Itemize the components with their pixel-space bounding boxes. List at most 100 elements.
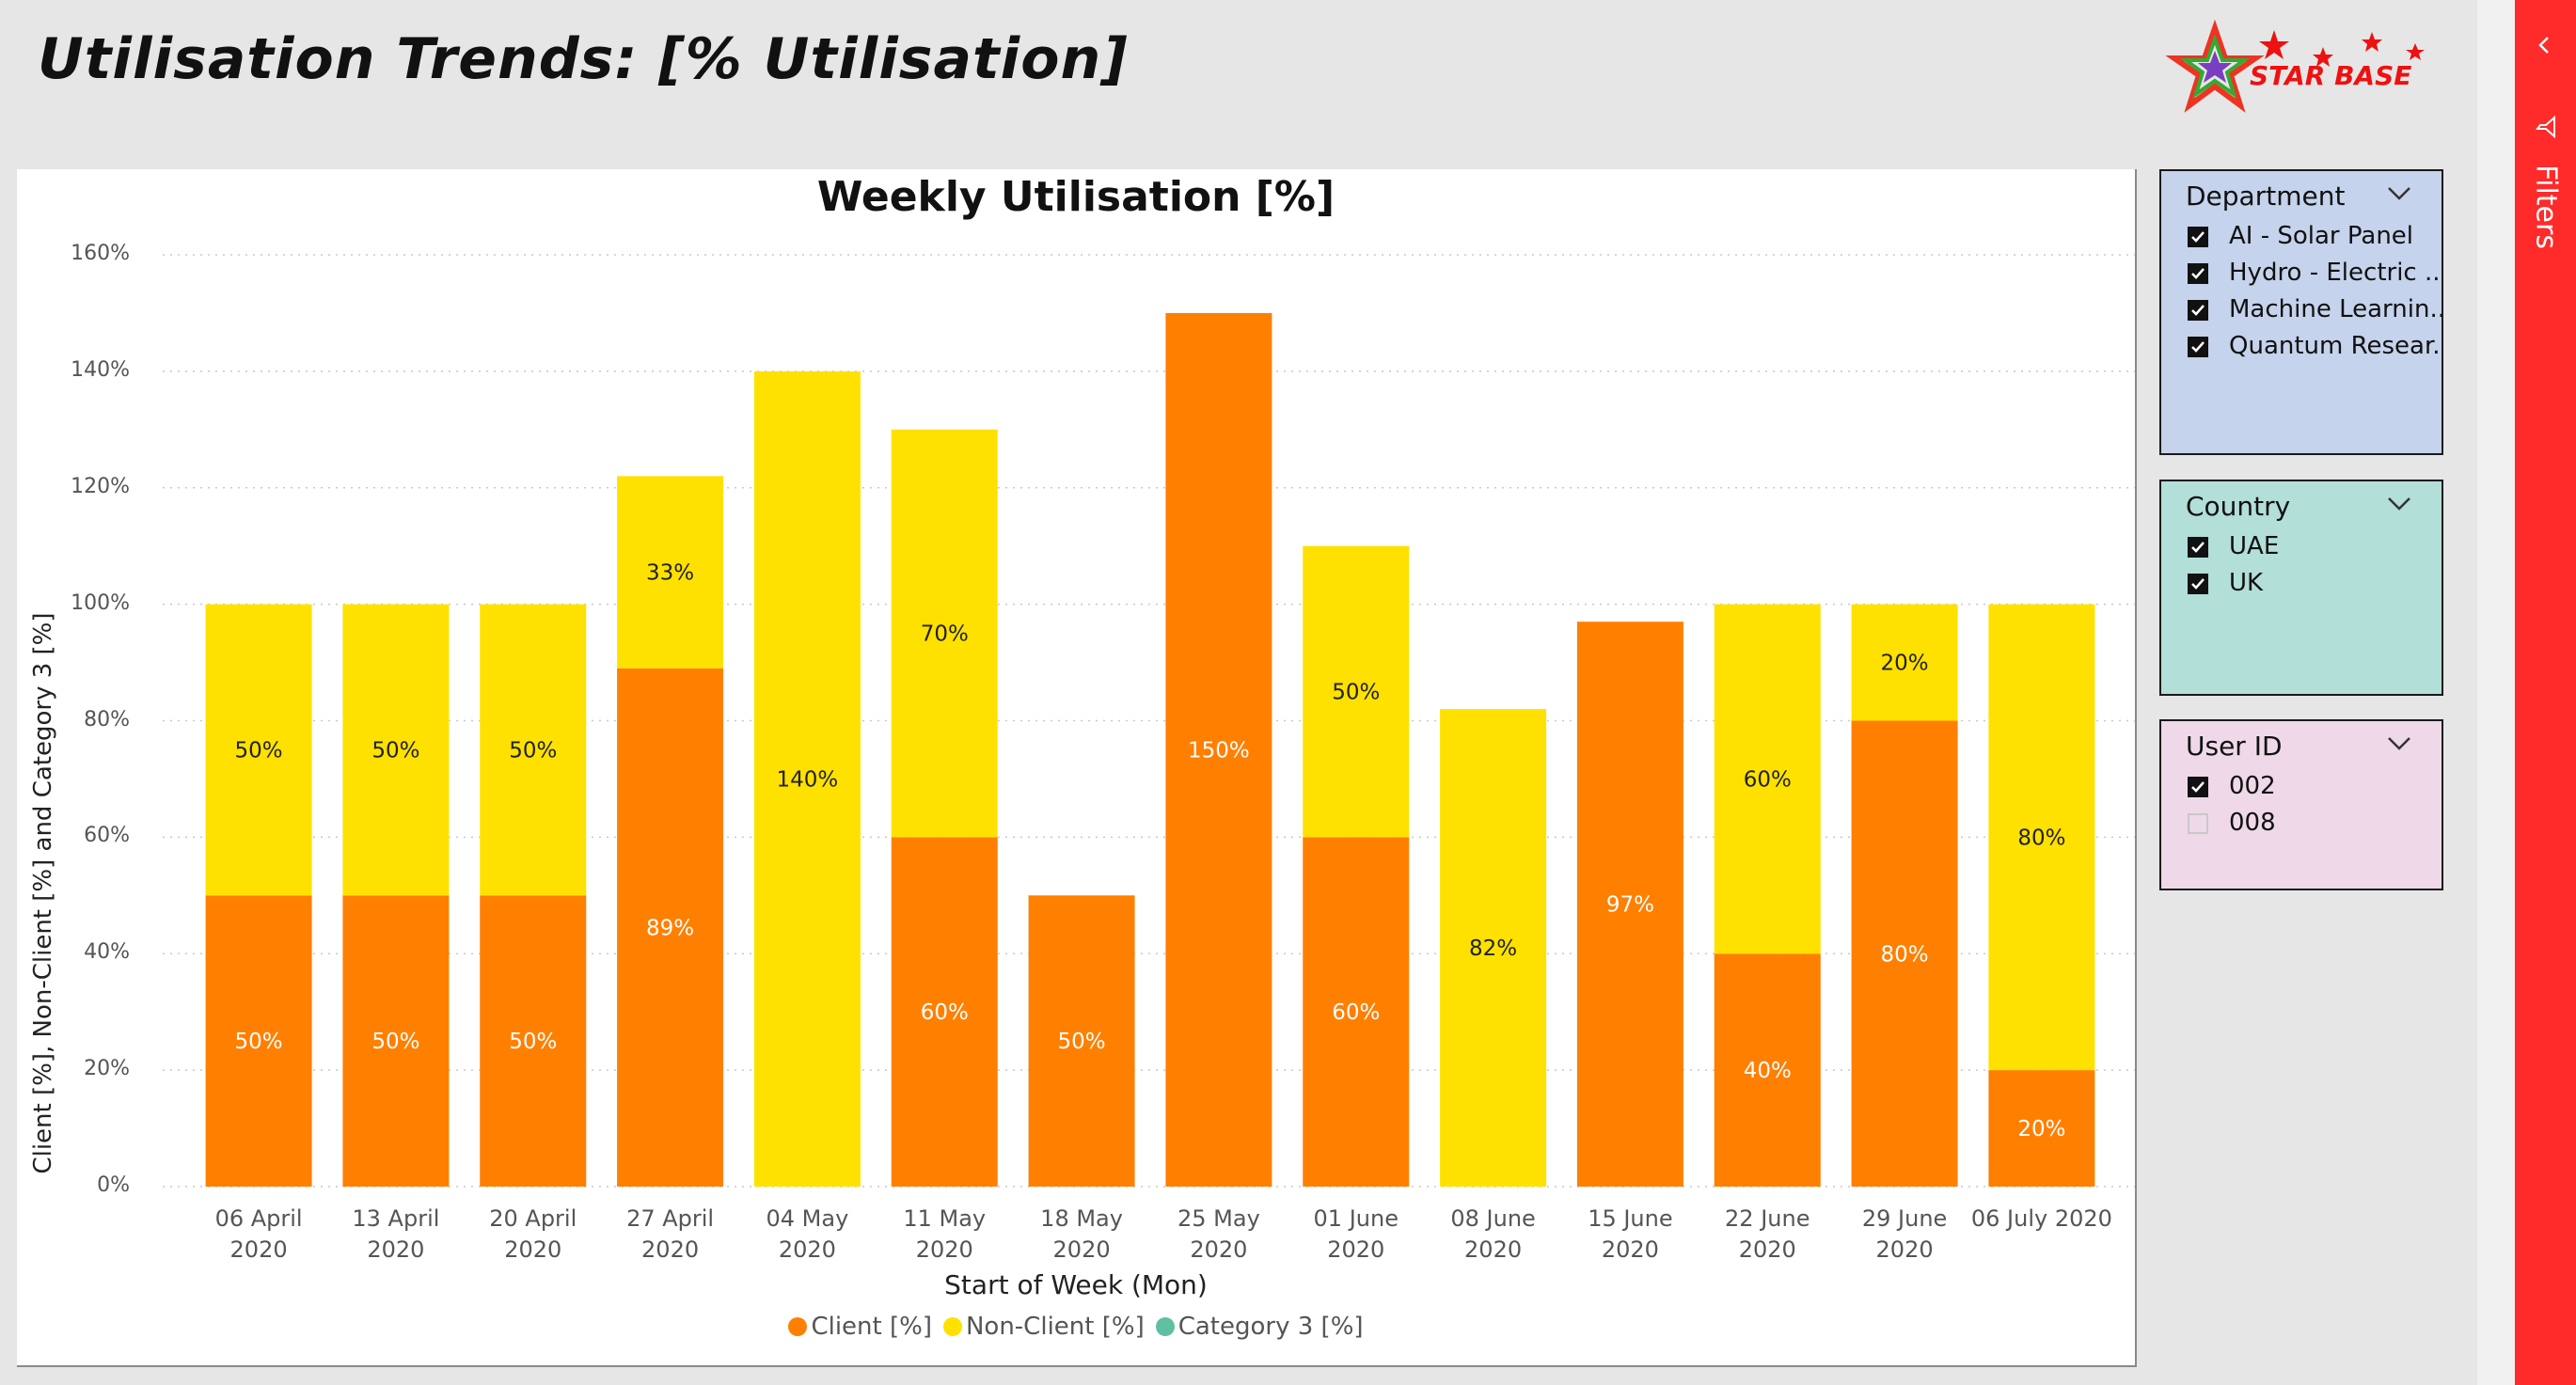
legend-item-non-client[interactable]: Non-Client [%]: [942, 1313, 1145, 1341]
x-tick-label: 25 May 2020: [1144, 1204, 1294, 1266]
data-label: 82%: [1469, 936, 1517, 961]
bar-segment[interactable]: [342, 604, 450, 896]
user-id-slicer-header[interactable]: User ID: [2161, 721, 2442, 768]
x-tick-line: 2020: [1190, 1236, 1248, 1263]
x-tick-label: 15 June 2020: [1555, 1204, 1705, 1266]
legend-label: Non-Client [%]: [965, 1313, 1145, 1341]
user-id-option[interactable]: 002: [2161, 768, 2442, 805]
option-label: 008: [2229, 809, 2276, 837]
x-tick-line: 2020: [1052, 1236, 1111, 1263]
bar-segment[interactable]: [1851, 604, 1958, 721]
bar-segment[interactable]: [891, 429, 998, 838]
option-label: Quantum Resear...: [2229, 332, 2442, 360]
data-label: 50%: [509, 738, 557, 763]
chart-title: Weekly Utilisation [%]: [816, 173, 1335, 221]
bar-segment[interactable]: [342, 895, 450, 1187]
x-tick-label: 11 May 2020: [869, 1204, 1019, 1266]
bar-segment[interactable]: [480, 895, 587, 1187]
legend-item-category-3[interactable]: Category 3 [%]: [1155, 1313, 1364, 1341]
bar-segment[interactable]: [1988, 1070, 2095, 1187]
bar-segment[interactable]: [1165, 312, 1272, 1187]
data-label: 50%: [1058, 1030, 1106, 1054]
x-tick-line: 06 July 2020: [1970, 1205, 2112, 1232]
option-label: Hydro - Electric ...: [2229, 259, 2442, 287]
bar-segment[interactable]: [1851, 720, 1958, 1188]
user-id-option[interactable]: 008: [2161, 805, 2442, 842]
slicer-title: User ID: [2186, 731, 2283, 762]
y-tick-label: 120%: [71, 474, 130, 498]
checkbox-checked-icon[interactable]: [2188, 227, 2208, 247]
bar-segment[interactable]: [1576, 622, 1683, 1187]
checkbox-checked-icon[interactable]: [2188, 300, 2208, 321]
bar-segment[interactable]: [1714, 604, 1821, 954]
department-slicer[interactable]: Department AI - Solar Panel Hydro - Elec…: [2159, 169, 2443, 455]
checkbox-checked-icon[interactable]: [2188, 537, 2208, 558]
x-tick-label: 06 April 2020: [183, 1204, 334, 1266]
legend-label: Category 3 [%]: [1177, 1313, 1364, 1341]
data-label: 80%: [1881, 942, 1929, 967]
country-slicer-header[interactable]: Country: [2161, 481, 2442, 528]
weekly-utilisation-chart[interactable]: Weekly Utilisation [%] 0% 20% 40% 60% 80% 100…: [17, 169, 2137, 1367]
country-slicer[interactable]: Country UAE UK: [2159, 480, 2443, 696]
chevron-down-icon[interactable]: [2387, 736, 2411, 751]
data-label: 97%: [1606, 893, 1654, 918]
bar-segment[interactable]: [205, 604, 312, 896]
x-tick-label: 20 April 2020: [458, 1204, 608, 1266]
bar-segment[interactable]: [1440, 709, 1547, 1187]
data-label: 50%: [235, 1030, 283, 1054]
department-option[interactable]: Hydro - Electric ...: [2161, 255, 2442, 291]
bar-segment[interactable]: [617, 476, 724, 669]
bar-segment[interactable]: [617, 668, 724, 1187]
user-id-slicer[interactable]: User ID 002 008: [2159, 719, 2443, 890]
x-tick-line: 2020: [1875, 1236, 1934, 1263]
data-label: 140%: [777, 767, 839, 792]
country-option[interactable]: UAE: [2161, 528, 2442, 565]
data-label: 50%: [371, 1030, 419, 1054]
bar-segment[interactable]: [891, 837, 998, 1187]
funnel-icon[interactable]: [2534, 115, 2558, 139]
bar-segment[interactable]: [1714, 953, 1821, 1187]
bar-segment[interactable]: [1988, 604, 2095, 1071]
chevron-left-icon[interactable]: [2534, 34, 2556, 56]
chart-legend: Client [%] Non-Client [%] Category 3 [%]: [17, 1313, 2135, 1341]
checkbox-checked-icon[interactable]: [2188, 574, 2208, 594]
x-tick-line: 2020: [1601, 1236, 1659, 1263]
y-tick-label: 160%: [71, 242, 130, 265]
chevron-down-icon[interactable]: [2387, 496, 2411, 512]
bar-segment[interactable]: [1303, 545, 1410, 838]
data-label: 150%: [1188, 738, 1250, 763]
x-tick-line: 27 April: [626, 1205, 715, 1232]
x-tick-label: 04 May 2020: [732, 1204, 882, 1266]
pane-divider: [2477, 0, 2515, 1385]
checkbox-checked-icon[interactable]: [2188, 777, 2208, 797]
filters-label[interactable]: Filters: [2529, 165, 2563, 249]
bar-segment[interactable]: [480, 604, 587, 896]
bar-segment[interactable]: [205, 895, 312, 1187]
x-tick-line: 25 May: [1177, 1205, 1260, 1232]
legend-item-client[interactable]: Client [%]: [788, 1313, 932, 1341]
department-option[interactable]: Machine Learnin...: [2161, 291, 2442, 328]
x-tick-line: 06 April: [214, 1205, 303, 1232]
x-tick-line: 04 May: [766, 1205, 849, 1232]
x-tick-label: 06 July 2020: [1967, 1204, 2117, 1235]
checkbox-unchecked-icon[interactable]: [2188, 813, 2208, 834]
filters-pane[interactable]: Filters: [2515, 0, 2576, 1385]
bar-segment[interactable]: [753, 370, 861, 1187]
x-tick-line: 2020: [1464, 1236, 1523, 1263]
x-tick-label: 22 June 2020: [1692, 1204, 1842, 1266]
checkbox-checked-icon[interactable]: [2188, 263, 2208, 284]
bar-segment[interactable]: [1303, 837, 1410, 1187]
x-tick-label: 08 June 2020: [1418, 1204, 1569, 1266]
department-option[interactable]: AI - Solar Panel: [2161, 218, 2442, 255]
data-label: 40%: [1744, 1059, 1792, 1083]
y-tick-label: 20%: [84, 1057, 130, 1081]
x-tick-line: 2020: [367, 1236, 425, 1263]
checkbox-checked-icon[interactable]: [2188, 337, 2208, 357]
bar-segment[interactable]: [1028, 895, 1135, 1187]
country-option[interactable]: UK: [2161, 565, 2442, 602]
department-option[interactable]: Quantum Resear...: [2161, 328, 2442, 365]
data-label: 60%: [921, 1000, 969, 1025]
department-slicer-header[interactable]: Department: [2161, 171, 2442, 218]
data-label: 70%: [921, 622, 969, 647]
chevron-down-icon[interactable]: [2387, 186, 2411, 201]
